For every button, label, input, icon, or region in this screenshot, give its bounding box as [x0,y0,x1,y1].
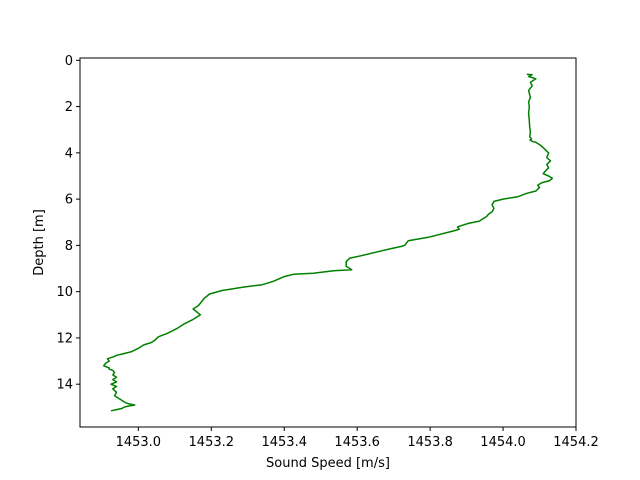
y-tick-label: 10 [56,285,73,300]
y-tick-label: 14 [56,378,73,393]
y-tick-label: 0 [65,54,73,69]
y-tick-label: 4 [65,146,73,161]
plot-background [80,58,576,427]
y-tick-label: 6 [65,193,73,208]
x-tick-label: 1454.0 [480,435,526,450]
x-tick-label: 1453.0 [116,435,162,450]
x-tick-label: 1453.8 [407,435,453,450]
x-tick-label: 1453.4 [261,435,307,450]
y-axis: 0 2 4 6 8 10 12 14 [56,54,80,393]
x-axis: 1453.0 1453.2 1453.4 1453.6 1453.8 1454.0 1454… [116,427,599,450]
x-axis-label: Sound Speed [m/s] [266,456,390,471]
series-line [102,73,554,412]
y-tick-label: 2 [65,100,73,115]
y-tick-label: 8 [65,239,73,254]
y-tick-label: 12 [56,331,73,346]
x-tick-label: 1454.2 [553,435,599,450]
y-axis-label: Depth [m] [32,209,47,276]
x-tick-label: 1453.6 [334,435,380,450]
x-tick-label: 1453.2 [189,435,235,450]
plot-frame [79,57,577,428]
